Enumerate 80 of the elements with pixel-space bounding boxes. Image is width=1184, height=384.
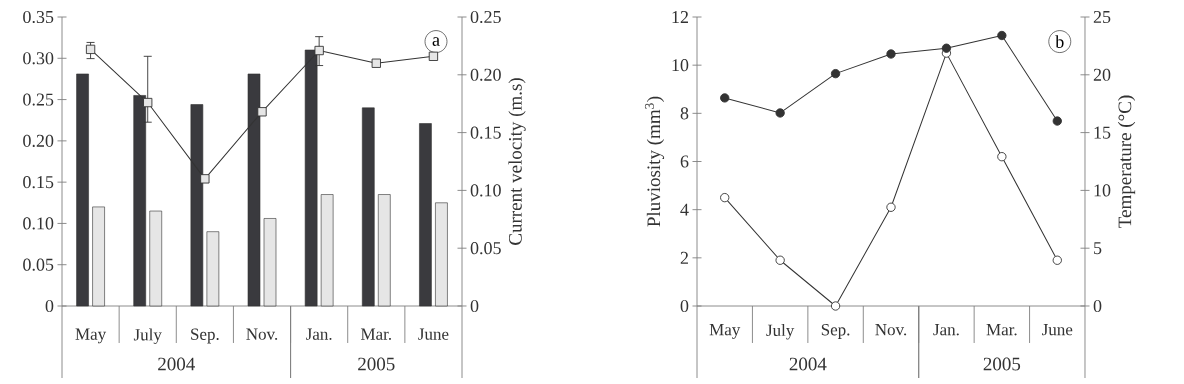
x-tick-label: Nov. bbox=[246, 328, 278, 340]
point bbox=[371, 58, 381, 68]
y2-tick-label: 0 bbox=[470, 299, 479, 313]
bar bbox=[377, 194, 391, 307]
y-tick-label: 0.30 bbox=[23, 52, 54, 65]
y-tick-label: 4 bbox=[680, 203, 689, 216]
point bbox=[1052, 255, 1062, 265]
text: 2004 bbox=[789, 357, 827, 371]
x-tick-label: Mar. bbox=[360, 328, 391, 340]
y2-tick-label: 0.15 bbox=[470, 126, 501, 139]
x-tick-label: Sep. bbox=[191, 328, 219, 344]
y2-tick-label: 0.25 bbox=[470, 10, 501, 24]
y-tick-label: 6 bbox=[680, 155, 689, 168]
point bbox=[1052, 116, 1062, 126]
point bbox=[85, 44, 96, 55]
x-tick-label: Jan. bbox=[306, 328, 332, 340]
bar bbox=[263, 218, 277, 307]
y2-tick-label: 25 bbox=[1093, 10, 1111, 24]
y-tick-label: 12 bbox=[672, 11, 688, 23]
point bbox=[997, 30, 1007, 41]
y-tick-label: 10 bbox=[672, 59, 689, 72]
y-tick-label: 0 bbox=[680, 299, 689, 313]
point bbox=[886, 49, 896, 59]
text: a bbox=[432, 37, 440, 46]
y2-tick-label: 5 bbox=[1094, 242, 1102, 255]
x-tick-label: June bbox=[418, 328, 449, 340]
y-axis-title: Pluviosity (mm$^{3}$) bbox=[644, 96, 665, 227]
text: b bbox=[1055, 35, 1064, 48]
x-tick-label: Jan. bbox=[933, 324, 959, 336]
point bbox=[830, 301, 841, 311]
point bbox=[257, 107, 267, 117]
point bbox=[941, 43, 952, 53]
x-tick-label: Mar. bbox=[986, 324, 1017, 336]
y-tick-label: 0.20 bbox=[23, 134, 54, 147]
bar bbox=[320, 194, 334, 307]
y2-tick-label: 0.10 bbox=[470, 184, 501, 197]
point bbox=[775, 255, 785, 265]
bar bbox=[419, 123, 432, 307]
text: 2005 bbox=[358, 357, 395, 371]
y2-tick-label: 0.20 bbox=[470, 68, 501, 81]
bar bbox=[149, 210, 163, 307]
point bbox=[720, 192, 730, 203]
y-tick-label: 0.15 bbox=[23, 176, 54, 189]
y2-tick-label: 0 bbox=[1093, 299, 1102, 313]
y-tick-label: 0 bbox=[45, 299, 54, 313]
x-tick-label: June bbox=[1042, 324, 1073, 336]
point bbox=[830, 69, 841, 79]
y2-tick-label: 0.05 bbox=[470, 242, 501, 255]
bar bbox=[435, 202, 448, 307]
point bbox=[200, 174, 210, 184]
bar bbox=[206, 231, 220, 307]
x-tick-label: July bbox=[766, 324, 795, 340]
text: 2004 bbox=[158, 357, 195, 371]
point bbox=[720, 93, 730, 103]
bar bbox=[92, 206, 105, 307]
y2-tick-label: 20 bbox=[1093, 68, 1111, 81]
x-tick-label: May bbox=[75, 328, 107, 344]
y2-axis-title: Temperature (°C) bbox=[1117, 95, 1136, 228]
x-tick-label: Sep. bbox=[821, 324, 850, 339]
x-tick-label: Nov. bbox=[875, 324, 907, 336]
point bbox=[997, 152, 1007, 162]
point bbox=[314, 45, 324, 56]
y-tick-label: 0.05 bbox=[23, 258, 54, 271]
bar bbox=[76, 73, 89, 307]
y-tick-label: 0.25 bbox=[23, 93, 54, 106]
point bbox=[775, 108, 785, 118]
y-tick-label: 0.10 bbox=[23, 217, 54, 230]
y2-axis-title: Current velocity (m.s) bbox=[508, 78, 526, 245]
y2-tick-label: 10 bbox=[1094, 184, 1111, 197]
y-tick-label: 8 bbox=[680, 107, 689, 120]
x-tick-label: May bbox=[709, 324, 741, 339]
x-tick-label: July bbox=[133, 328, 162, 344]
point bbox=[428, 51, 439, 61]
text: 2005 bbox=[983, 357, 1021, 371]
y-tick-label: 2 bbox=[680, 251, 688, 264]
y2-tick-label: 15 bbox=[1094, 126, 1111, 139]
point bbox=[143, 97, 153, 108]
point bbox=[886, 202, 896, 212]
bar bbox=[361, 107, 375, 307]
y-tick-label: 0.35 bbox=[23, 10, 54, 24]
